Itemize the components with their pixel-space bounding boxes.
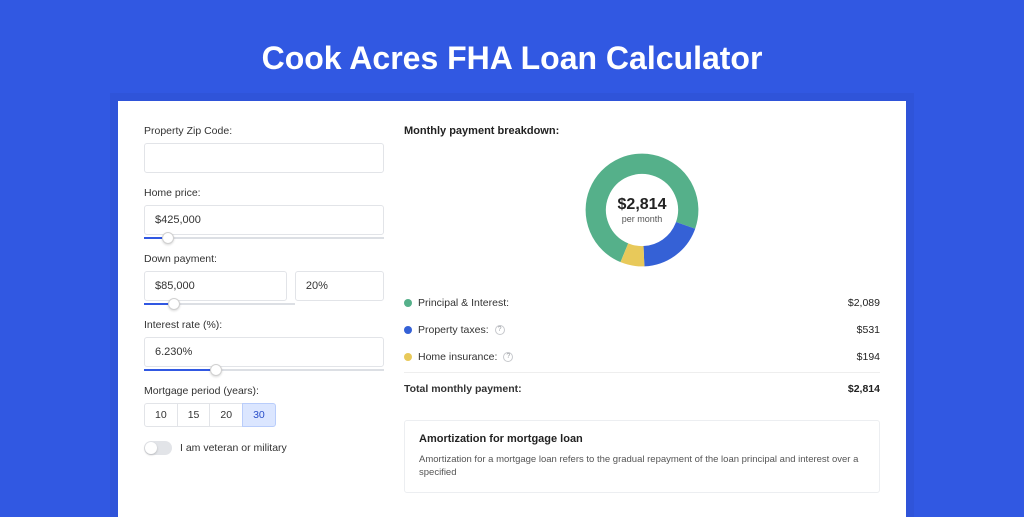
mortgage-period-option[interactable]: 20 [209, 403, 243, 427]
interest-rate-slider[interactable] [144, 369, 384, 371]
amortization-box: Amortization for mortgage loan Amortizat… [404, 420, 880, 493]
donut-amount: $2,814 [618, 196, 667, 214]
down-payment-label: Down payment: [144, 253, 384, 265]
mortgage-period-option[interactable]: 10 [144, 403, 178, 427]
interest-rate-input[interactable] [144, 337, 384, 367]
down-payment-slider-thumb[interactable] [168, 298, 180, 310]
total-row: Total monthly payment: $2,814 [404, 372, 880, 402]
mortgage-period-options: 10152030 [144, 403, 384, 427]
home-price-label: Home price: [144, 187, 384, 199]
down-payment-group: Down payment: [144, 253, 384, 305]
donut-chart-wrap: $2,814 per month [404, 149, 880, 271]
zip-input[interactable] [144, 143, 384, 173]
calculator-card: Property Zip Code: Home price: Down paym… [118, 101, 906, 517]
donut-sub: per month [622, 214, 663, 224]
mortgage-period-label: Mortgage period (years): [144, 385, 384, 397]
info-icon[interactable]: ? [503, 352, 513, 362]
legend-row: Property taxes:? $531 [404, 316, 880, 343]
legend-label: Home insurance: [418, 351, 497, 363]
mortgage-period-option[interactable]: 30 [242, 403, 276, 427]
legend-label: Property taxes: [418, 324, 489, 336]
veteran-toggle-label: I am veteran or military [180, 442, 287, 454]
legend-value: $531 [857, 324, 880, 336]
interest-rate-label: Interest rate (%): [144, 319, 384, 331]
home-price-slider[interactable] [144, 237, 384, 239]
breakdown-column: Monthly payment breakdown: $2,814 per mo… [404, 125, 880, 493]
mortgage-period-group: Mortgage period (years): 10152030 [144, 385, 384, 427]
legend-value: $2,089 [848, 297, 880, 309]
home-price-group: Home price: [144, 187, 384, 239]
legend-row: Principal & Interest: $2,089 [404, 289, 880, 316]
input-column: Property Zip Code: Home price: Down paym… [144, 125, 384, 493]
legend-label: Principal & Interest: [418, 297, 509, 309]
down-payment-slider[interactable] [144, 303, 295, 305]
info-icon[interactable]: ? [495, 325, 505, 335]
total-label: Total monthly payment: [404, 383, 522, 395]
legend-swatch [404, 353, 412, 361]
down-payment-pct-input[interactable] [295, 271, 384, 301]
down-payment-amount-input[interactable] [144, 271, 287, 301]
veteran-toggle[interactable] [144, 441, 172, 455]
total-value: $2,814 [848, 383, 880, 395]
amortization-title: Amortization for mortgage loan [419, 433, 865, 445]
home-price-input[interactable] [144, 205, 384, 235]
home-price-slider-thumb[interactable] [162, 232, 174, 244]
veteran-toggle-row: I am veteran or military [144, 441, 384, 455]
legend-swatch [404, 299, 412, 307]
zip-label: Property Zip Code: [144, 125, 384, 137]
donut-center: $2,814 per month [581, 149, 703, 271]
legend-value: $194 [857, 351, 880, 363]
amortization-text: Amortization for a mortgage loan refers … [419, 453, 865, 480]
donut-chart: $2,814 per month [581, 149, 703, 271]
interest-rate-group: Interest rate (%): [144, 319, 384, 371]
page-title: Cook Acres FHA Loan Calculator [0, 0, 1024, 101]
zip-field-group: Property Zip Code: [144, 125, 384, 173]
breakdown-heading: Monthly payment breakdown: [404, 125, 880, 137]
interest-rate-slider-thumb[interactable] [210, 364, 222, 376]
mortgage-period-option[interactable]: 15 [177, 403, 211, 427]
legend-swatch [404, 326, 412, 334]
legend-row: Home insurance:? $194 [404, 343, 880, 370]
